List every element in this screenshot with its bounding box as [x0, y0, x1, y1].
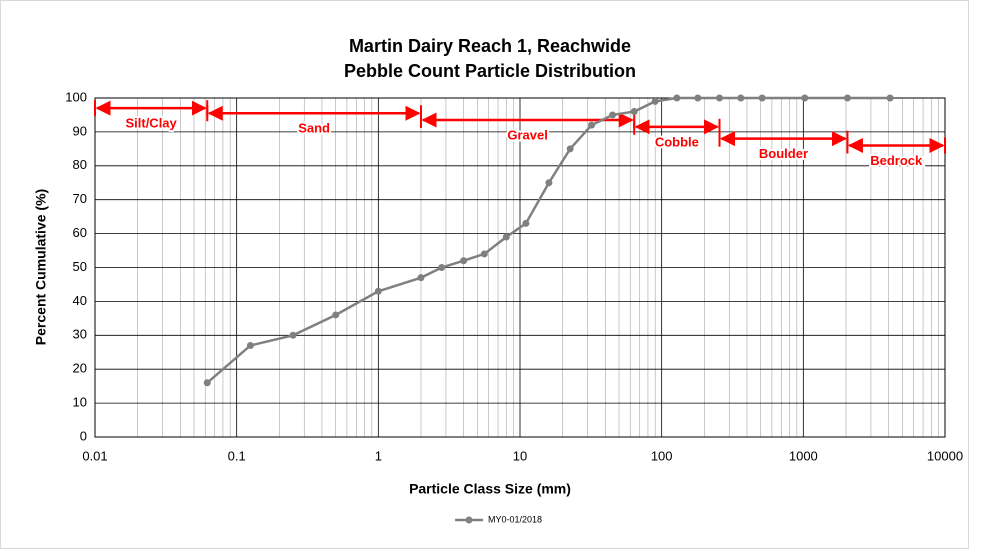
data-point [694, 94, 702, 102]
data-point [801, 94, 809, 102]
data-point [609, 111, 617, 119]
data-point [480, 250, 488, 258]
size-class-range: Gravel [419, 112, 636, 144]
y-tick-label: 20 [73, 361, 87, 376]
x-tick-label: 100 [651, 448, 673, 463]
y-tick-label: 30 [73, 327, 87, 342]
data-point [374, 287, 382, 295]
range-label: Bedrock [870, 153, 923, 168]
size-class-range: Sand [206, 105, 422, 138]
data-point [332, 311, 340, 319]
x-tick-label: 1000 [789, 448, 818, 463]
x-tick-label: 1 [375, 448, 382, 463]
chart-title: Martin Dairy Reach 1, Reachwide [349, 36, 631, 56]
y-tick-label: 0 [80, 428, 87, 443]
range-label: Silt/Clay [125, 116, 177, 131]
legend-label: MY0-01/2018 [488, 514, 542, 524]
y-tick-label: 10 [73, 395, 87, 410]
data-point [588, 121, 596, 129]
x-tick-label: 0.1 [228, 448, 246, 463]
data-point [651, 97, 659, 105]
range-label: Cobble [655, 134, 699, 149]
y-tick-label: 60 [73, 225, 87, 240]
y-axis-title: Percent Cumulative (%) [33, 189, 49, 345]
data-point [886, 94, 894, 102]
range-label: Boulder [759, 146, 808, 161]
y-tick-label: 80 [73, 157, 87, 172]
legend-marker [465, 516, 473, 524]
data-point [566, 145, 574, 153]
size-class-range: Bedrock [846, 137, 946, 170]
range-label: Sand [298, 121, 330, 136]
data-point [438, 264, 446, 271]
data-point [203, 379, 211, 387]
data-point [460, 257, 468, 265]
y-tick-label: 40 [73, 293, 87, 308]
data-point [737, 94, 745, 102]
y-tick-label: 100 [65, 89, 87, 104]
size-class-range: Cobble [633, 118, 721, 151]
data-point [545, 179, 553, 187]
size-class-range: Boulder [718, 130, 849, 163]
x-tick-label: 10000 [927, 448, 963, 463]
data-point [758, 94, 766, 102]
x-tick-label: 0.01 [82, 448, 107, 463]
plot-border [94, 97, 946, 438]
data-point [673, 94, 681, 102]
data-point [630, 108, 638, 116]
y-tick-label: 50 [73, 259, 87, 274]
data-point [246, 341, 254, 349]
x-axis-title: Particle Class Size (mm) [409, 481, 571, 497]
y-tick-label: 90 [73, 123, 87, 138]
data-point [716, 94, 724, 102]
data-point [843, 94, 851, 102]
chart-subtitle: Pebble Count Particle Distribution [344, 61, 636, 81]
data-point [417, 274, 425, 282]
y-tick-label: 70 [73, 191, 87, 206]
data-point [522, 219, 530, 227]
data-point [502, 233, 510, 241]
range-label: Gravel [507, 127, 547, 142]
x-tick-label: 10 [513, 448, 527, 463]
data-point [289, 331, 297, 339]
